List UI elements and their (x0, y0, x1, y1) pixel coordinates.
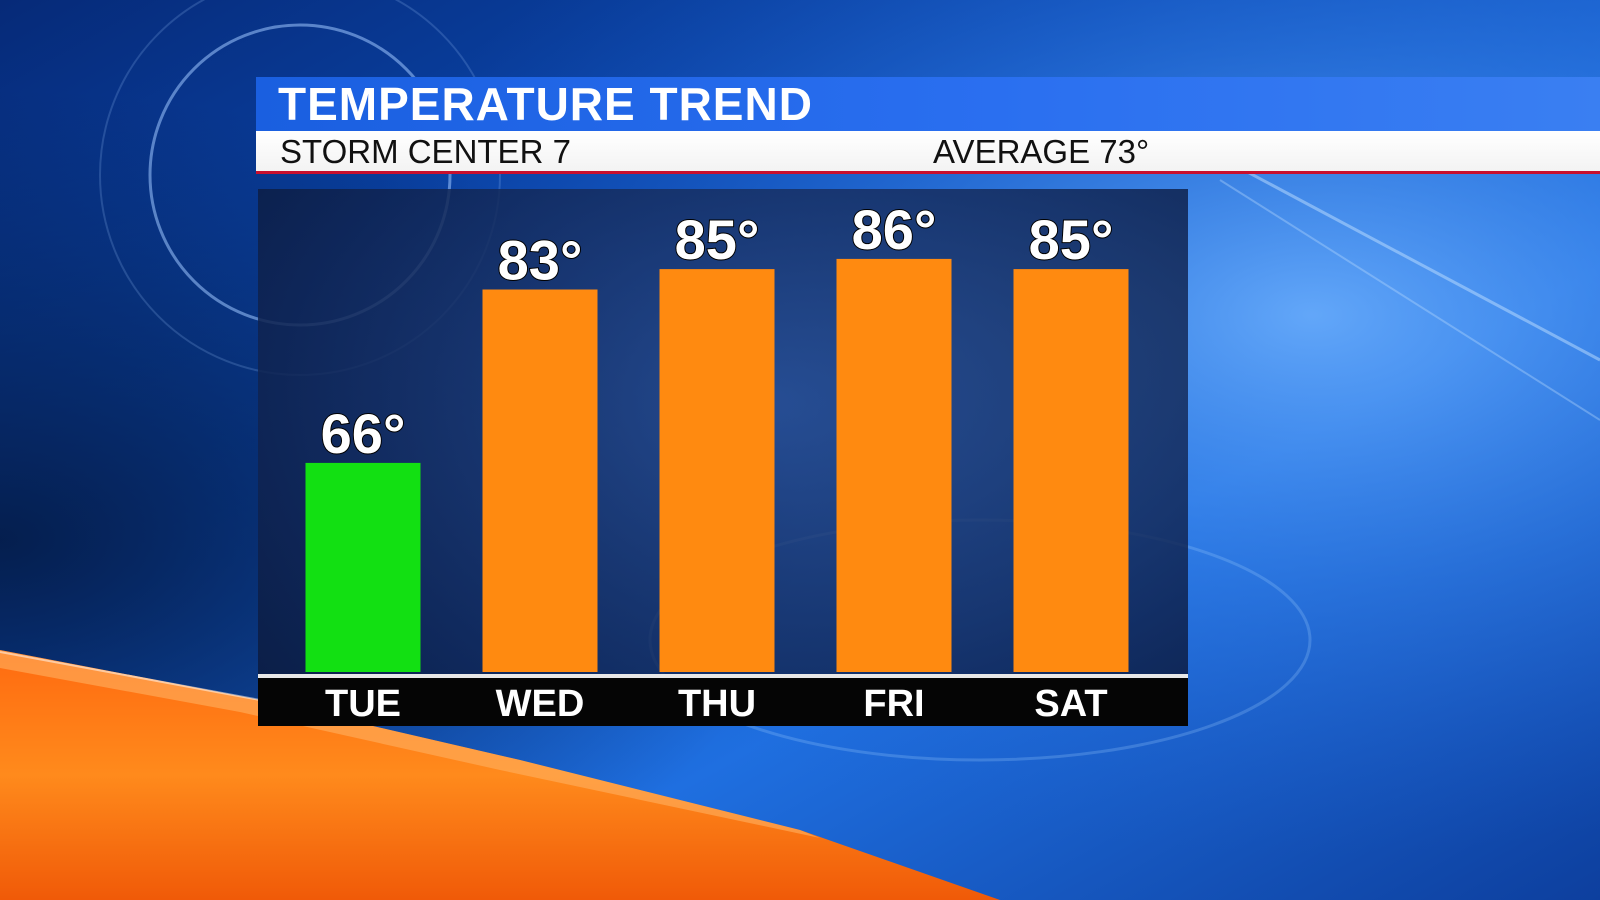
value-label-fri: 86° (852, 198, 937, 261)
swoosh-edge (0, 651, 261, 701)
chart-title: TEMPERATURE TREND (278, 78, 813, 130)
bar-fri (836, 258, 952, 672)
streak-2 (1219, 179, 1600, 421)
x-axis-line (258, 674, 1188, 678)
value-label-sat: 85° (1029, 208, 1114, 271)
day-label-sat: SAT (1034, 683, 1107, 725)
subtitle-bar: STORM CENTER 7 AVERAGE 73° (256, 131, 1600, 174)
bar-wed (482, 289, 598, 672)
bar-chart: 66° TUE 83° WED 85° THU 86° FRI 85° SAT (258, 197, 1188, 726)
value-label-thu: 85° (675, 208, 760, 271)
day-label-wed: WED (496, 683, 585, 725)
bar-thu (659, 269, 775, 672)
average-label: AVERAGE 73° (933, 133, 1150, 170)
day-label-thu: THU (678, 683, 756, 725)
orange-highlight (0, 650, 820, 838)
station-label: STORM CENTER 7 (280, 133, 571, 170)
value-label-tue: 66° (321, 402, 406, 465)
bar-sat (1013, 269, 1129, 672)
value-label-wed: 83° (498, 229, 583, 292)
day-label-tue: TUE (325, 683, 401, 725)
bar-tue (305, 462, 421, 672)
title-bar: TEMPERATURE TREND (256, 77, 1600, 131)
day-label-band (258, 678, 1188, 726)
chart-panel: 66° TUE 83° WED 85° THU 86° FRI 85° SAT (258, 189, 1188, 726)
day-label-fri: FRI (863, 683, 924, 725)
